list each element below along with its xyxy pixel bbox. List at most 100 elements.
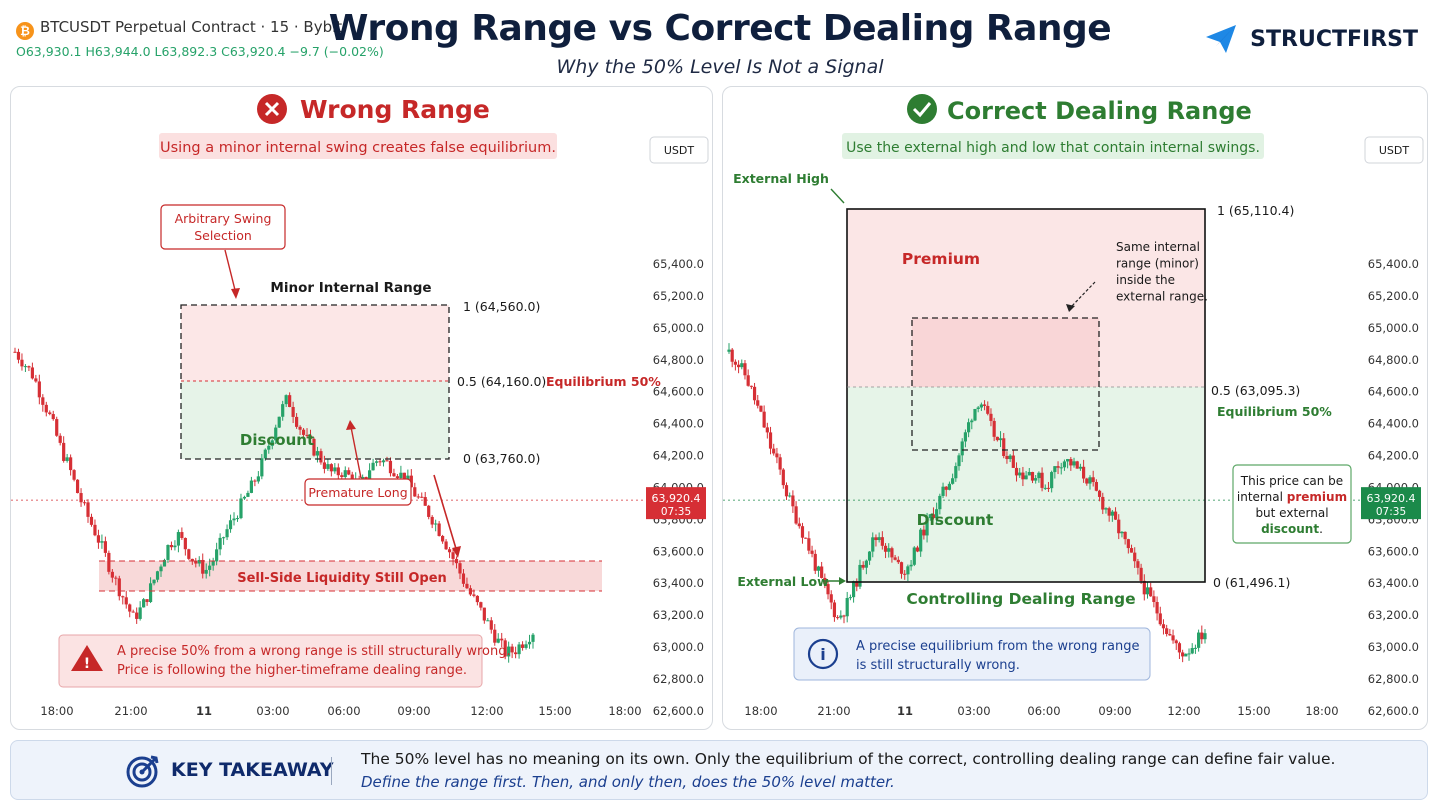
candle-body [256, 476, 260, 482]
candle-body [1088, 477, 1092, 484]
candle-body [427, 505, 431, 517]
candle-body [957, 455, 961, 467]
candle-body [1050, 472, 1054, 489]
candle-body [759, 405, 763, 412]
candle-body [489, 620, 493, 630]
candle-body [301, 429, 306, 435]
price-tick-label: 65,400.0 [653, 257, 704, 271]
candle-body [173, 545, 177, 548]
candle-body [451, 552, 455, 559]
period: . [1319, 522, 1323, 536]
candle-body [1152, 596, 1156, 603]
price-note-box [1232, 464, 1352, 544]
candle-body [16, 351, 21, 360]
minor-range-box [180, 304, 450, 460]
candle-body [437, 523, 441, 536]
candle-body [420, 496, 424, 498]
candle-body [989, 413, 993, 421]
candle-body [1075, 461, 1079, 469]
candle-body [183, 537, 187, 550]
time-tick-label: 21:00 [114, 704, 147, 718]
currency-label: USDT [1379, 144, 1410, 157]
candle-body [368, 470, 372, 479]
candle-body [1165, 628, 1169, 634]
bitcoin-icon: ₿ [16, 22, 34, 40]
candle-body [524, 644, 528, 648]
candle-body [1059, 467, 1063, 469]
external-high-arrow [830, 188, 845, 204]
candle-body [235, 518, 240, 520]
candle-body [915, 547, 920, 552]
candle-body [733, 361, 737, 365]
discount-label: Discount [917, 511, 994, 529]
price-tick-label: 62,600.0 [653, 704, 704, 718]
wrong-range-chart: USDT 65,400.0 65,200.0 65,000.0 64,800.0 64,6… [11, 94, 709, 718]
candle-body [899, 562, 904, 574]
candle-body [1145, 587, 1150, 595]
takeaway-sub: Define the range first. Then, and only t… [361, 773, 895, 791]
candle-body [496, 638, 500, 643]
candle-body [804, 537, 808, 539]
price-tick-label: 64,600.0 [653, 385, 704, 399]
brand-name: STRUCTFIRST [1250, 26, 1418, 52]
candle-body [743, 363, 747, 376]
time-tick-label: 06:00 [327, 704, 360, 718]
candle-body [121, 596, 125, 598]
candle-body [951, 478, 955, 484]
ohlc-readout: O63,930.1 H63,944.0 L63,892.3 C63,920.4 … [16, 44, 384, 59]
candle-body [1181, 652, 1185, 657]
candle-body [242, 496, 247, 499]
warning-text-1: A precise 50% from a wrong range is stil… [117, 644, 511, 659]
candle-body [510, 646, 514, 653]
candle-body [1123, 531, 1127, 540]
candle-body [284, 395, 288, 405]
candle-body [1027, 471, 1031, 476]
candle-body [291, 406, 295, 417]
level-1-label: 1 (64,560.0) [463, 299, 540, 314]
candle-body [145, 599, 149, 603]
correct-range-title: Correct Dealing Range [947, 97, 1252, 125]
candle-body [1043, 487, 1047, 489]
candle-body [1142, 580, 1146, 595]
current-price-label: 63,920.4 [1367, 492, 1416, 505]
candle-body [319, 451, 323, 463]
candle-body [322, 462, 327, 469]
candle-body [527, 641, 532, 645]
candle-body [1171, 635, 1175, 641]
candle-body [228, 520, 233, 530]
candle-body [152, 579, 156, 584]
candle-body [274, 427, 278, 441]
price-tick-label: 64,800.0 [653, 353, 704, 367]
candle-body [1024, 475, 1028, 480]
candle-body [96, 535, 101, 543]
candle-body [434, 523, 438, 525]
premature-long-box [304, 478, 412, 506]
candle-body [472, 594, 476, 596]
candle-body [343, 470, 347, 478]
price-note-line1: This price can be [1240, 474, 1343, 488]
candle-body [169, 545, 174, 548]
price-tick-label: 64,200.0 [1368, 449, 1419, 463]
internal-note-line: external range. [1116, 290, 1208, 304]
candle-body [277, 416, 281, 428]
candle-body [180, 532, 184, 538]
countdown-label: 07:35 [661, 506, 691, 518]
candle-body [27, 366, 31, 368]
candle-body [211, 561, 215, 566]
candle-body [103, 541, 107, 553]
current-price-tag [1361, 487, 1421, 520]
candle-body [201, 559, 205, 574]
internal-note-line: inside the [1116, 273, 1175, 287]
candle-body [813, 553, 817, 571]
candle-body [1197, 632, 1201, 648]
candle-body [479, 602, 483, 608]
minor-range-label: Minor Internal Range [270, 280, 431, 296]
candle-body [465, 583, 469, 589]
candle-body [765, 427, 769, 433]
wrong-subtitle: Using a minor internal swing creates fal… [160, 140, 556, 156]
price-tick-label: 62,800.0 [653, 672, 704, 686]
candle-body [507, 646, 511, 657]
candle-body [281, 404, 285, 417]
candle-body [454, 558, 459, 564]
candle-body [48, 412, 52, 415]
